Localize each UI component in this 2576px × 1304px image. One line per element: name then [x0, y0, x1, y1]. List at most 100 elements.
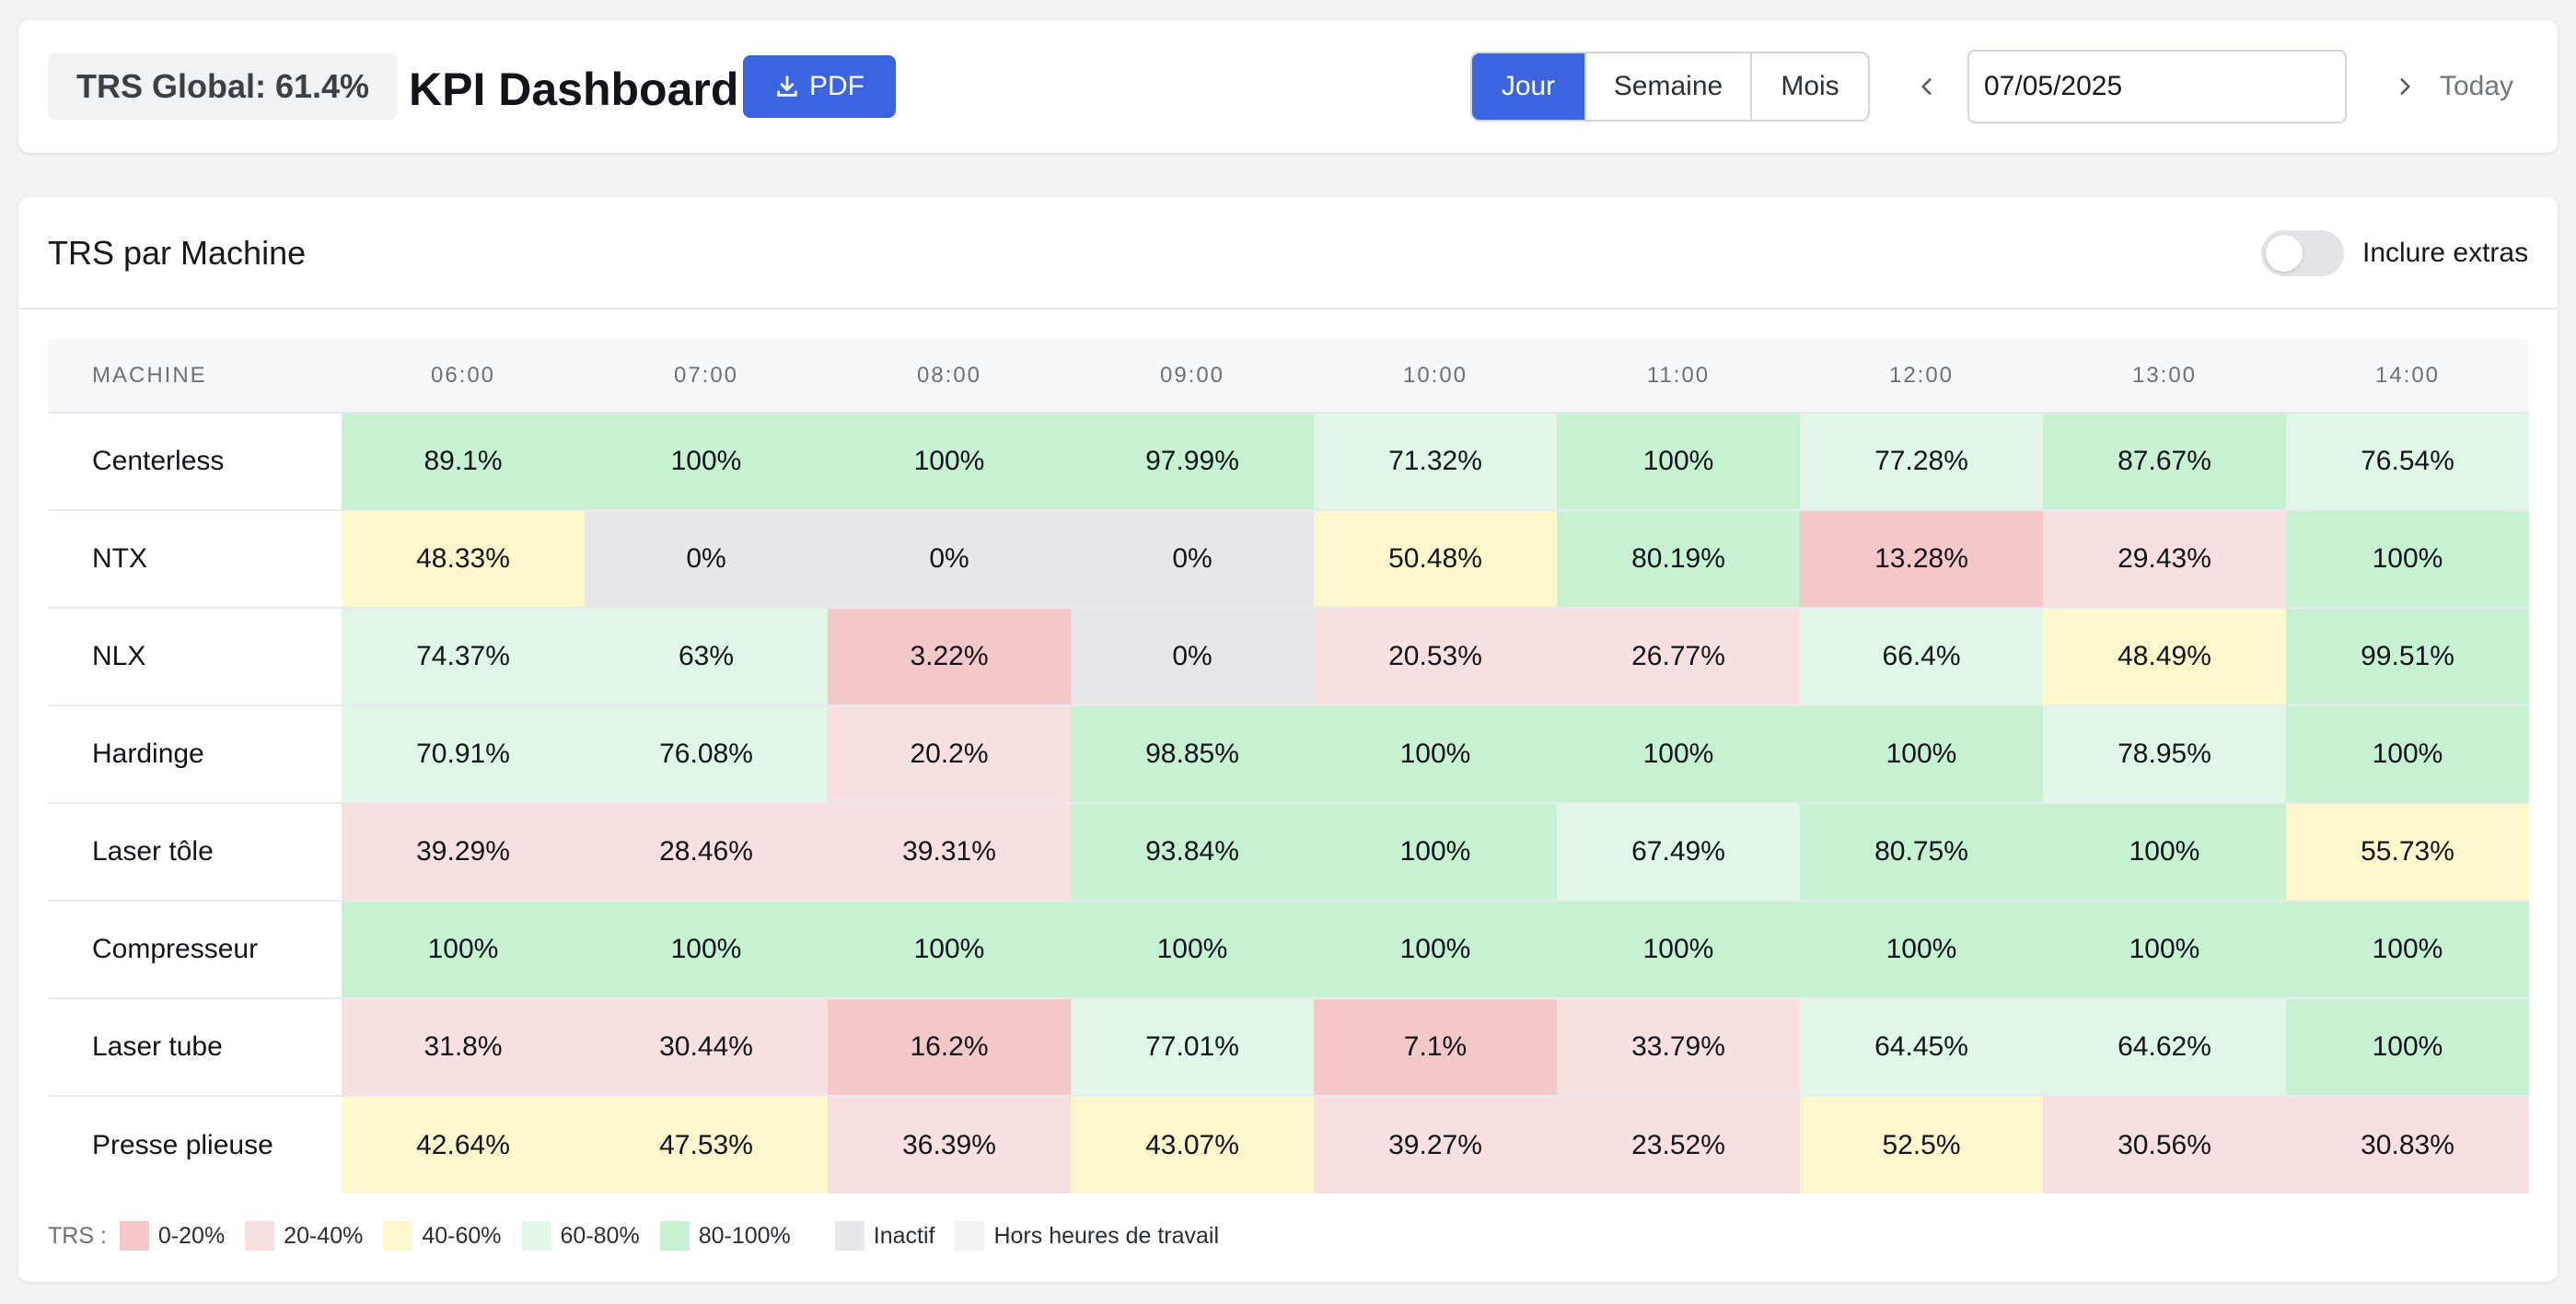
machine-name: Compresseur: [48, 901, 342, 999]
trs-cell[interactable]: 20.53%: [1314, 608, 1557, 706]
trs-cell[interactable]: 48.49%: [2043, 608, 2286, 706]
trs-cell[interactable]: 77.28%: [1800, 413, 2043, 511]
trs-cell[interactable]: 87.67%: [2043, 413, 2286, 511]
trs-cell[interactable]: 98.85%: [1071, 705, 1314, 804]
trs-cell[interactable]: 100%: [1800, 705, 2043, 804]
trs-cell[interactable]: 30.44%: [585, 998, 828, 1097]
trs-cell[interactable]: 99.51%: [2286, 608, 2529, 706]
trs-cell[interactable]: 76.08%: [585, 705, 828, 804]
trs-cell[interactable]: 16.2%: [828, 998, 1071, 1097]
column-header-machine: MACHINE: [48, 339, 342, 413]
chevron-right-icon: [2400, 78, 2410, 95]
legend-item: 40-60%: [383, 1221, 502, 1251]
trs-cell[interactable]: 80.75%: [1800, 803, 2043, 902]
pdf-export-button[interactable]: PDF: [743, 55, 896, 118]
trs-cell[interactable]: 28.46%: [585, 803, 828, 902]
trs-cell[interactable]: 20.2%: [828, 705, 1071, 804]
legend-label: Inactif: [873, 1222, 935, 1249]
trs-cell[interactable]: 74.37%: [342, 608, 585, 706]
trs-cell[interactable]: 30.83%: [2286, 1096, 2529, 1193]
machine-name: Laser tube: [48, 998, 342, 1097]
trs-cell[interactable]: 100%: [1071, 901, 1314, 999]
period-selector: Jour Semaine Mois: [1470, 52, 1870, 122]
trs-legend: TRS : 0-20% 20-40% 40-60% 60-80% 80-100% Inac…: [48, 1217, 1239, 1254]
trs-cell[interactable]: 70.91%: [342, 705, 585, 804]
trs-cell[interactable]: 42.64%: [342, 1096, 585, 1193]
trs-cell[interactable]: 100%: [2043, 901, 2286, 999]
previous-date-button[interactable]: [1901, 52, 1953, 122]
trs-cell[interactable]: 43.07%: [1071, 1096, 1314, 1193]
legend-title: TRS :: [48, 1222, 107, 1249]
trs-cell[interactable]: 67.49%: [1557, 803, 1800, 902]
trs-cell[interactable]: 39.29%: [342, 803, 585, 902]
trs-cell[interactable]: 78.95%: [2043, 705, 2286, 804]
trs-cell[interactable]: 50.48%: [1314, 510, 1557, 609]
trs-cell[interactable]: 39.31%: [828, 803, 1071, 902]
trs-cell[interactable]: 97.99%: [1071, 413, 1314, 511]
trs-cell[interactable]: 0%: [1071, 510, 1314, 609]
trs-cell[interactable]: 100%: [2286, 998, 2529, 1097]
trs-cell[interactable]: 80.19%: [1557, 510, 1800, 609]
trs-cell[interactable]: 39.27%: [1314, 1096, 1557, 1193]
trs-cell[interactable]: 100%: [828, 901, 1071, 999]
legend-item: 0-20%: [119, 1221, 225, 1251]
machine-name: NTX: [48, 510, 342, 609]
trs-cell[interactable]: 100%: [1314, 803, 1557, 902]
trs-cell[interactable]: 100%: [585, 901, 828, 999]
trs-cell[interactable]: 0%: [1071, 608, 1314, 706]
trs-cell[interactable]: 52.5%: [1800, 1096, 2043, 1193]
page-title: KPI Dashboard: [409, 64, 739, 115]
trs-cell[interactable]: 66.4%: [1800, 608, 2043, 706]
trs-cell[interactable]: 48.33%: [342, 510, 585, 609]
trs-cell[interactable]: 3.22%: [828, 608, 1071, 706]
trs-cell[interactable]: 64.45%: [1800, 998, 2043, 1097]
legend-label: 80-100%: [698, 1222, 791, 1249]
trs-cell[interactable]: 0%: [585, 510, 828, 609]
trs-cell[interactable]: 100%: [2043, 803, 2286, 902]
trs-cell[interactable]: 100%: [2286, 705, 2529, 804]
today-button[interactable]: Today: [2440, 71, 2514, 101]
trs-cell[interactable]: 100%: [1800, 901, 2043, 999]
next-date-button[interactable]: [2379, 52, 2431, 122]
trs-cell[interactable]: 100%: [1557, 705, 1800, 804]
trs-cell[interactable]: 100%: [342, 901, 585, 999]
trs-cell[interactable]: 100%: [2286, 510, 2529, 609]
trs-cell[interactable]: 100%: [585, 413, 828, 511]
trs-cell[interactable]: 77.01%: [1071, 998, 1314, 1097]
trs-cell[interactable]: 33.79%: [1557, 998, 1800, 1097]
include-extras-toggle[interactable]: [2261, 230, 2344, 276]
machine-name: Centerless: [48, 413, 342, 511]
trs-cell[interactable]: 100%: [1314, 705, 1557, 804]
trs-cell[interactable]: 93.84%: [1071, 803, 1314, 902]
trs-cell[interactable]: 47.53%: [585, 1096, 828, 1193]
trs-cell[interactable]: 100%: [1314, 901, 1557, 999]
legend-swatch: [521, 1221, 551, 1251]
period-tab-semaine[interactable]: Semaine: [1586, 53, 1752, 120]
date-input[interactable]: [1967, 50, 2347, 123]
trs-cell[interactable]: 100%: [2286, 901, 2529, 999]
trs-cell[interactable]: 55.73%: [2286, 803, 2529, 902]
table-header-row: MACHINE 06:00 07:00 08:00 09:00 10:00 11:00 12…: [48, 339, 2529, 413]
trs-cell[interactable]: 7.1%: [1314, 998, 1557, 1097]
chevron-left-icon: [1921, 78, 1932, 95]
trs-cell[interactable]: 26.77%: [1557, 608, 1800, 706]
period-tab-jour[interactable]: Jour: [1472, 53, 1586, 120]
trs-cell[interactable]: 29.43%: [2043, 510, 2286, 609]
period-tab-mois[interactable]: Mois: [1781, 71, 1839, 101]
trs-cell[interactable]: 100%: [1557, 413, 1800, 511]
trs-cell[interactable]: 71.32%: [1314, 413, 1557, 511]
trs-cell[interactable]: 36.39%: [828, 1096, 1071, 1193]
table-row: NTX 48.33% 0% 0% 0% 50.48% 80.19% 13.28% 29.43% 1…: [48, 510, 2529, 609]
table-row: Presse plieuse 42.64% 47.53% 36.39% 43.07% 39…: [48, 1096, 2529, 1193]
trs-cell[interactable]: 23.52%: [1557, 1096, 1800, 1193]
trs-cell[interactable]: 31.8%: [342, 998, 585, 1097]
trs-cell[interactable]: 13.28%: [1800, 510, 2043, 609]
trs-cell[interactable]: 63%: [585, 608, 828, 706]
trs-cell[interactable]: 30.56%: [2043, 1096, 2286, 1193]
trs-cell[interactable]: 89.1%: [342, 413, 585, 511]
trs-cell[interactable]: 0%: [828, 510, 1071, 609]
trs-cell[interactable]: 76.54%: [2286, 413, 2529, 511]
trs-cell[interactable]: 64.62%: [2043, 998, 2286, 1097]
trs-cell[interactable]: 100%: [1557, 901, 1800, 999]
trs-cell[interactable]: 100%: [828, 413, 1071, 511]
